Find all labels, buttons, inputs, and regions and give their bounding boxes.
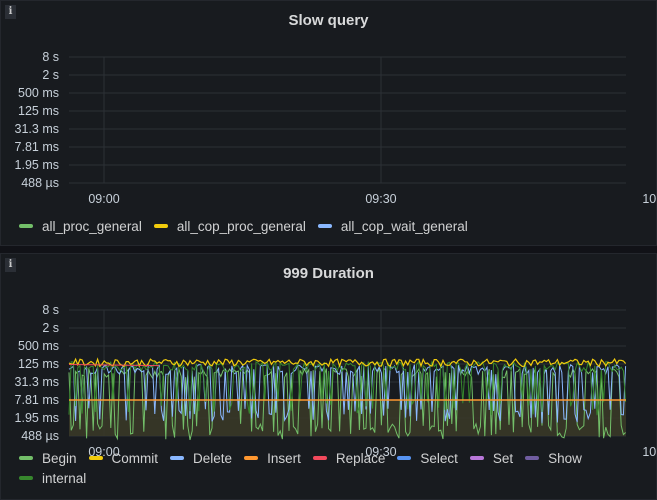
legend-label: Begin [42, 450, 77, 466]
legend-label: Commit [111, 450, 159, 466]
y-tick-label: 31.3 ms [15, 122, 59, 136]
legend-swatch [317, 224, 332, 228]
legend-item-replace[interactable]: Replace [312, 448, 386, 468]
y-tick-label: 8 s [42, 303, 59, 317]
legend-swatch [469, 456, 484, 460]
x-tick-label: 09:00 [88, 192, 119, 206]
y-tick-label: 500 ms [18, 86, 59, 100]
slow-query-chart[interactable]: 8 s 2 s 500 ms 125 ms 31.3 ms 7.81 ms 1.95 ms 4… [1, 41, 657, 211]
series-line-replace [68, 364, 160, 367]
series-line-commit [68, 357, 627, 368]
slow-query-panel: i Slow query 8 s 2 s 500 ms 125 ms 31.3 ms 7.… [0, 0, 657, 246]
series-line-internal [68, 360, 627, 416]
y-tick-label: 7.81 ms [15, 393, 59, 407]
legend-item-all-cop-wait-general[interactable]: all_cop_wait_general [317, 216, 468, 236]
legend-item-insert[interactable]: Insert [244, 448, 301, 468]
x-tick-label: 10:00 [642, 192, 657, 206]
y-tick-label: 2 s [42, 321, 59, 335]
info-icon[interactable]: i [5, 5, 16, 19]
legend-item-delete[interactable]: Delete [170, 448, 232, 468]
legend-swatch [88, 456, 103, 460]
legend-item-internal[interactable]: internal [19, 468, 86, 488]
legend-swatch [397, 456, 412, 460]
legend-label: Insert [267, 450, 301, 466]
y-tick-label: 7.81 ms [15, 140, 59, 154]
series-line-delete [68, 363, 627, 424]
legend-label: Set [492, 450, 514, 466]
duration-999-panel: i 999 Duration 8 s 2 s 500 ms 125 ms 31.3 ms… [0, 253, 657, 500]
y-tick-label: 1.95 ms [15, 411, 59, 425]
legend-label: Select [420, 450, 458, 466]
legend-label: Show [548, 450, 582, 466]
y-tick-label: 125 ms [18, 104, 59, 118]
legend-item-set[interactable]: Set [469, 448, 514, 468]
x-tick-label: 10:00 [642, 445, 657, 459]
y-tick-label: 8 s [42, 50, 59, 64]
legend-swatch [19, 224, 33, 228]
y-tick-label: 488 µs [21, 429, 59, 443]
legend: Begin Commit Delete Insert Replace Select Set S… [19, 448, 650, 488]
y-tick-label: 2 s [42, 68, 59, 82]
legend-swatch [19, 456, 33, 460]
x-tick-label: 09:30 [365, 192, 396, 206]
legend-swatch [244, 456, 259, 460]
legend-swatch [170, 456, 185, 460]
duration-999-chart[interactable]: 8 s 2 s 500 ms 125 ms 31.3 ms 7.81 ms 1.95 ms 4… [1, 294, 657, 464]
legend: all_proc_general all_cop_proc_general all_… [19, 216, 650, 236]
x-tick-label: 09:30 [365, 445, 396, 459]
y-tick-label: 125 ms [18, 357, 59, 371]
panel-title[interactable]: Slow query [288, 12, 369, 29]
y-tick-label: 500 ms [18, 339, 59, 353]
legend-swatch [312, 456, 327, 460]
legend-label: all_cop_proc_general [176, 218, 306, 234]
legend-item-all-cop-proc-general[interactable]: all_cop_proc_general [153, 216, 306, 236]
y-tick-label: 31.3 ms [15, 375, 59, 389]
legend-swatch [525, 456, 540, 460]
legend-label: all_proc_general [42, 218, 142, 234]
legend-item-show[interactable]: Show [525, 448, 582, 468]
info-icon[interactable]: i [5, 258, 16, 272]
y-tick-label: 488 µs [21, 176, 59, 190]
legend-label: Delete [193, 450, 233, 466]
x-tick-label: 09:00 [88, 445, 119, 459]
y-tick-label: 1.95 ms [15, 158, 59, 172]
legend-label: Replace [335, 450, 386, 466]
legend-item-begin[interactable]: Begin [19, 448, 77, 468]
legend-item-select[interactable]: Select [397, 448, 458, 468]
legend-label: all_cop_wait_general [340, 218, 468, 234]
legend-swatch [153, 224, 168, 228]
legend-item-all-proc-general[interactable]: all_proc_general [19, 216, 142, 236]
legend-label: internal [42, 470, 87, 486]
legend-item-commit[interactable]: Commit [88, 448, 159, 468]
panel-title[interactable]: 999 Duration [283, 265, 374, 282]
legend-swatch [19, 476, 33, 480]
